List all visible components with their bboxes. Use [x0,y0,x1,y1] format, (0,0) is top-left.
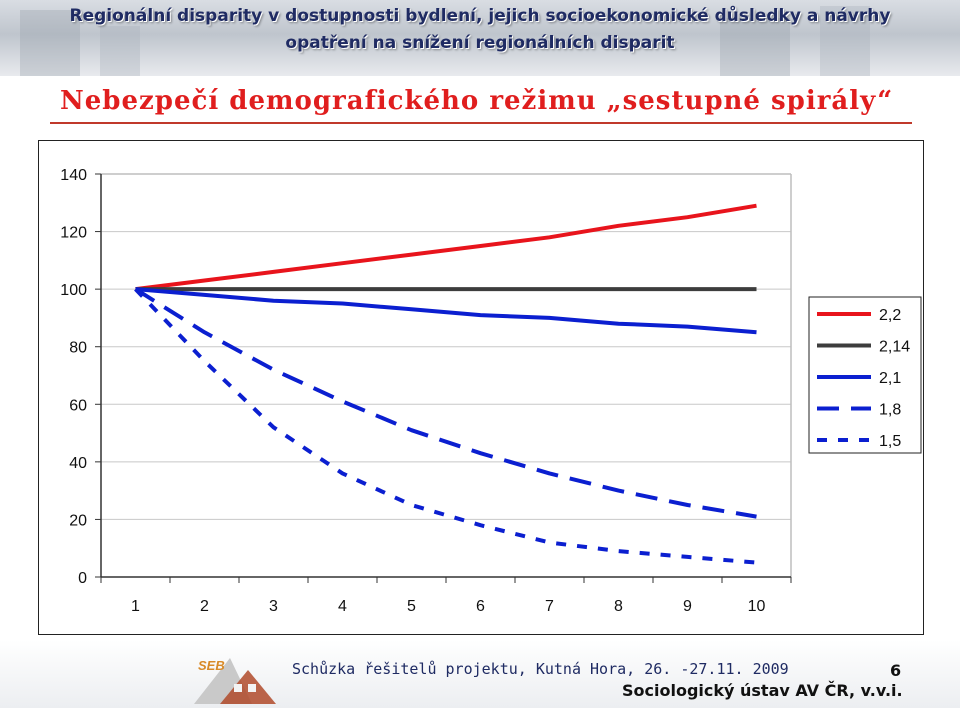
header-title-line1: Regionální disparity v dostupnosti bydle… [69,6,891,26]
chart-frame: 0 20 40 60 80 100 120 140 1 2 3 4 5 6 7 8 9 10 2,2 2,14 2,1 1… [38,140,924,635]
legend-label: 1,8 [879,402,901,419]
x-tick-label: 7 [545,598,554,615]
x-tick-label: 1 [131,598,140,615]
legend-label: 2,1 [879,370,901,387]
logo-text: SEB [198,658,225,673]
y-tick-label: 40 [69,455,87,472]
y-tick-label: 100 [60,282,87,299]
page-number: 6 [890,661,902,680]
x-tick-label: 3 [269,598,278,615]
series-line-3 [134,287,757,519]
y-tick-label: 60 [69,397,87,414]
header-title-line2: opatření na snížení regionálních dispari… [285,33,675,53]
x-tick-label: 6 [476,598,485,615]
series-line-0 [135,203,757,292]
x-tick-label: 5 [407,598,416,615]
subtitle-underline [50,122,912,124]
legend-label: 1,5 [879,433,901,450]
y-tick-label: 20 [69,512,87,529]
x-tick-label: 9 [683,598,692,615]
series-line-2 [135,287,757,335]
footer-background [0,640,960,708]
slide-subtitle: Nebezpečí demografického režimu „sestupn… [60,86,894,116]
legend-label: 2,14 [879,339,910,356]
header-bar: Regionální disparity v dostupnosti bydle… [0,0,960,76]
header-background-art [20,6,870,76]
line-chart: 0 20 40 60 80 100 120 140 1 2 3 4 5 6 7 8 9 10 2,2 2,14 2,1 1… [60,167,922,615]
x-tick-label: 4 [338,598,347,615]
x-tick-label: 2 [200,598,209,615]
x-tick-label: 8 [614,598,623,615]
y-tick-label: 80 [69,340,87,357]
footer-meeting-text: Schůzka řešitelů projektu, Kutná Hora, 2… [292,660,789,678]
x-tick-label: 10 [748,598,766,615]
legend-label: 2,2 [879,307,901,324]
y-tick-label: 0 [78,570,87,587]
series-line-4 [134,287,757,565]
footer-institute-text: Sociologický ústav AV ČR, v.v.i. [622,681,903,700]
seb-logo: SEB [194,658,276,704]
y-tick-label: 120 [60,225,87,242]
y-tick-label: 140 [60,167,87,184]
